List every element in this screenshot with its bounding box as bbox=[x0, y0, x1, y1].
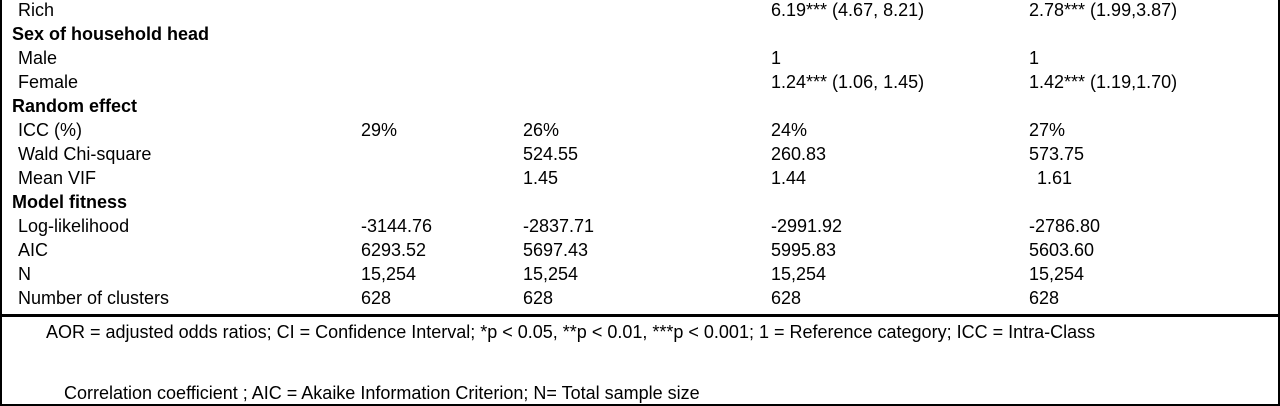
cell-model-1: -3144.76 bbox=[361, 216, 433, 236]
row-label: Wald Chi-square bbox=[18, 144, 152, 164]
section-header-row: Random effect bbox=[0, 94, 1280, 118]
cell-model-2: 1.45 bbox=[523, 168, 559, 188]
cell-model-2: 5697.43 bbox=[523, 240, 589, 260]
row-label: ICC (%) bbox=[18, 120, 82, 140]
cell-model-2: 15,254 bbox=[523, 264, 579, 284]
cell-model-3: 6.19*** (4.67, 8.21) bbox=[771, 0, 925, 20]
row-label: N bbox=[18, 264, 31, 284]
section-header: Sex of household head bbox=[12, 24, 210, 44]
table-row: Log-likelihood -3144.76 -2837.71 -2991.9… bbox=[0, 214, 1280, 238]
row-label: Mean VIF bbox=[18, 168, 97, 188]
table-row: Wald Chi-square 524.55 260.83 573.75 bbox=[0, 142, 1280, 166]
table-row: Male 1 1 bbox=[0, 46, 1280, 70]
table-row: Female 1.24*** (1.06, 1.45) 1.42*** (1.1… bbox=[0, 70, 1280, 94]
cell-model-3: 5995.83 bbox=[771, 240, 837, 260]
footnote-line-2: Correlation coefficient ; AIC = Akaike I… bbox=[64, 383, 700, 403]
table-row: Number of clusters 628 628 628 628 bbox=[0, 286, 1280, 310]
left-border bbox=[0, 0, 2, 406]
cell-model-2: -2837.71 bbox=[523, 216, 595, 236]
cell-model-4: -2786.80 bbox=[1029, 216, 1101, 236]
cell-model-1: 6293.52 bbox=[361, 240, 427, 260]
cell-model-4: 1 bbox=[1029, 48, 1040, 68]
cell-model-3: 1.44 bbox=[771, 168, 807, 188]
cell-model-2: 26% bbox=[523, 120, 560, 140]
bottom-border bbox=[0, 404, 1280, 406]
cell-model-4: 5603.60 bbox=[1029, 240, 1095, 260]
table-row: Mean VIF 1.45 1.44 1.61 bbox=[0, 166, 1280, 190]
table-row: ICC (%) 29% 26% 24% 27% bbox=[0, 118, 1280, 142]
cell-model-3: -2991.92 bbox=[771, 216, 843, 236]
cell-model-4: 628 bbox=[1029, 288, 1060, 308]
row-label: AIC bbox=[18, 240, 49, 260]
cell-model-3: 15,254 bbox=[771, 264, 827, 284]
cell-model-4: 27% bbox=[1029, 120, 1066, 140]
cell-model-4: 1.61 bbox=[1037, 168, 1073, 188]
cell-model-1: 29% bbox=[361, 120, 398, 140]
row-label: Log-likelihood bbox=[18, 216, 130, 236]
section-header-row: Sex of household head bbox=[0, 22, 1280, 46]
section-header: Random effect bbox=[12, 96, 138, 116]
row-label: Rich bbox=[18, 0, 55, 20]
cell-model-3: 628 bbox=[771, 288, 802, 308]
cell-model-2: 524.55 bbox=[523, 144, 579, 164]
row-label: Female bbox=[18, 72, 79, 92]
cell-model-3: 1.24*** (1.06, 1.45) bbox=[771, 72, 925, 92]
right-border bbox=[1278, 0, 1280, 406]
section-header-row: Model fitness bbox=[0, 190, 1280, 214]
row-label: Number of clusters bbox=[18, 288, 170, 308]
cell-model-3: 24% bbox=[771, 120, 808, 140]
cell-model-1: 628 bbox=[361, 288, 392, 308]
cell-model-4: 2.78*** (1.99,3.87) bbox=[1029, 0, 1178, 20]
footnote-line-1: AOR = adjusted odds ratios; CI = Confide… bbox=[46, 322, 1096, 342]
table-row: Rich 6.19*** (4.67, 8.21) 2.78*** (1.99,… bbox=[0, 0, 1280, 22]
table-row: AIC 6293.52 5697.43 5995.83 5603.60 bbox=[0, 238, 1280, 262]
cell-model-4: 15,254 bbox=[1029, 264, 1085, 284]
table-bottom-rule bbox=[0, 314, 1280, 317]
cell-model-3: 260.83 bbox=[771, 144, 827, 164]
cell-model-3: 1 bbox=[771, 48, 782, 68]
section-header: Model fitness bbox=[12, 192, 128, 212]
table-row: N 15,254 15,254 15,254 15,254 bbox=[0, 262, 1280, 286]
cell-model-4: 1.42*** (1.19,1.70) bbox=[1029, 72, 1178, 92]
row-label: Male bbox=[18, 48, 58, 68]
cell-model-2: 628 bbox=[523, 288, 554, 308]
cell-model-4: 573.75 bbox=[1029, 144, 1085, 164]
cell-model-1: 15,254 bbox=[361, 264, 417, 284]
